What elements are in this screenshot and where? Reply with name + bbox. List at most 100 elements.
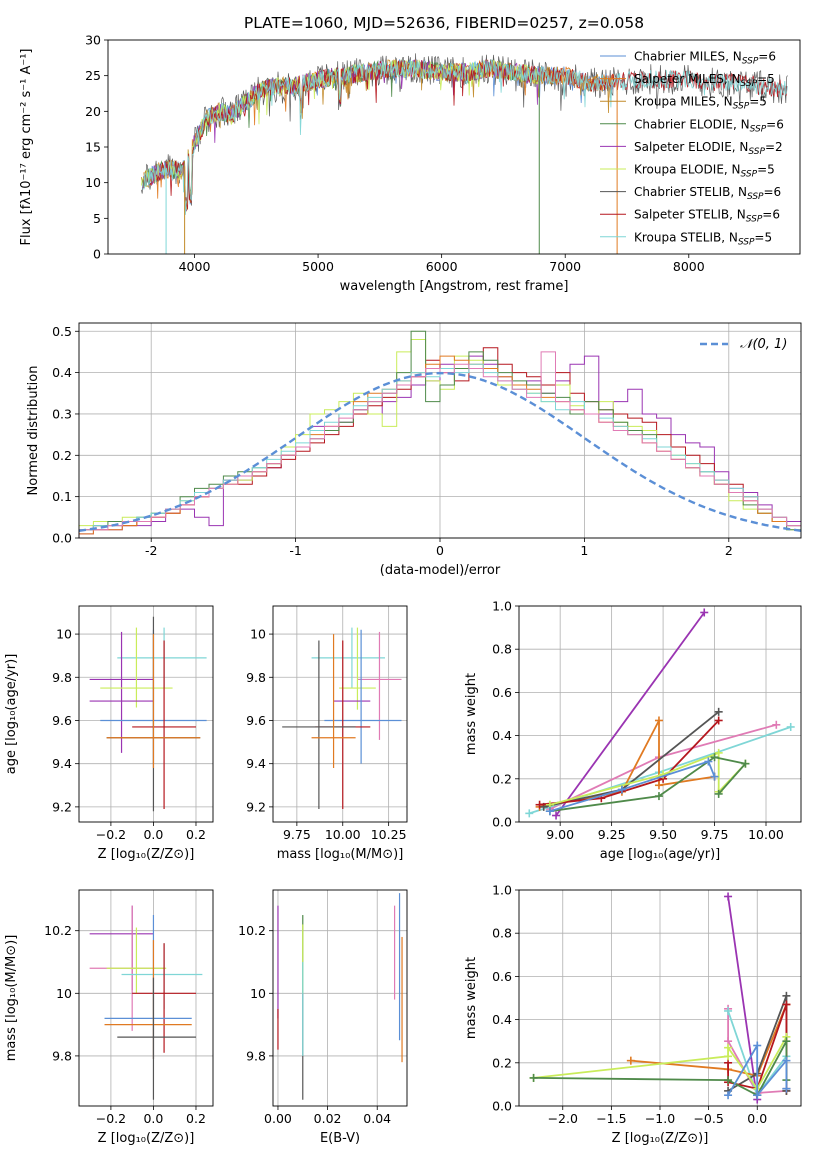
x-tick-label: 0.04 — [363, 1111, 391, 1126]
legend-label: Kroupa STELIB, NSSP=5 — [634, 230, 772, 247]
y-axis-label: Normed distribution — [26, 366, 41, 496]
chart-mass_vs_ebv: 0.00 0.02 0.04 9.8 10 10.2 E(B-V) — [238, 889, 408, 1146]
x-axis-label: mass [log₁₀(M/M⊙)] — [277, 847, 404, 862]
x-tick-label: −2.0 — [548, 1111, 578, 1126]
y-tick-label: 10 — [56, 627, 72, 642]
weight-line — [555, 611, 706, 817]
legend-label: Kroupa ELODIE, NSSP=5 — [634, 163, 775, 180]
legend-label: Salpeter STELIB, NSSP=6 — [634, 208, 780, 225]
y-tick-label: 0.2 — [492, 1055, 512, 1070]
x-axis-label: age [log₁₀(age/yr)] — [600, 847, 721, 862]
y-tick-label: 9.8 — [52, 670, 72, 685]
y-tick-label: 9.6 — [246, 713, 266, 728]
y-tick-label: 1.0 — [492, 883, 512, 898]
y-axis-label: mass weight — [464, 957, 479, 1039]
x-tick-label: -2 — [145, 543, 157, 558]
x-axis-label: wavelength [Angstrom, rest frame] — [340, 279, 569, 294]
x-axis-label: Z [log₁₀(Z/Z⊙)] — [98, 1131, 195, 1146]
chart-age_vs_Z: −0.2 0.0 0.2 9.2 9.4 9.6 9.8 10 Z [log₁₀(Z/Z⊙)] a… — [4, 605, 214, 862]
x-tick-label: −0.2 — [96, 1111, 126, 1126]
x-tick-label: 0.2 — [186, 827, 206, 842]
x-tick-label: 5000 — [302, 259, 334, 274]
y-tick-label: 0 — [93, 247, 101, 262]
y-tick-label: 0.4 — [492, 1012, 512, 1027]
x-axis-label: Z [log₁₀(Z/Z⊙)] — [98, 847, 195, 862]
legend-label: Chabrier MILES, NSSP=6 — [634, 50, 776, 67]
y-tick-label: 10 — [56, 986, 72, 1001]
y-tick-label: 9.4 — [52, 756, 72, 771]
y-tick-label: 10 — [85, 175, 101, 190]
axes-frame — [78, 605, 214, 823]
x-tick-label: 0.0 — [747, 1111, 767, 1126]
x-tick-label: 0 — [436, 543, 444, 558]
x-tick-label: 10.00 — [748, 827, 784, 842]
y-tick-label: 10 — [250, 986, 266, 1001]
y-axis-label: mass weight — [464, 673, 479, 755]
y-tick-label: 0.8 — [492, 642, 512, 657]
y-tick-label: 9.8 — [246, 1048, 266, 1063]
spectrum-line — [143, 59, 541, 212]
x-tick-label: 9.00 — [546, 827, 574, 842]
axes-frame — [272, 605, 408, 823]
x-tick-label: 9.25 — [598, 827, 626, 842]
weight-line — [549, 760, 716, 813]
y-tick-label: 9.8 — [52, 1048, 72, 1063]
y-axis-label: age [log₁₀(age/yr)] — [4, 654, 19, 775]
x-tick-label: 0.00 — [264, 1111, 292, 1126]
y-tick-label: 9.8 — [246, 670, 266, 685]
x-tick-label: 6000 — [426, 259, 458, 274]
y-tick-label: 0.3 — [52, 406, 72, 421]
legend-label: Kroupa MILES, NSSP=5 — [634, 95, 767, 112]
x-tick-label: 10.00 — [325, 827, 361, 842]
y-tick-label: 0.0 — [52, 531, 72, 546]
y-tick-label: 9.4 — [246, 756, 266, 771]
y-tick-label: 0.2 — [492, 771, 512, 786]
y-tick-label: 10 — [250, 627, 266, 642]
x-tick-label: 0.2 — [186, 1111, 206, 1126]
y-tick-label: 0.0 — [492, 815, 512, 830]
y-tick-label: 9.2 — [246, 799, 266, 814]
chart-age_vs_mass: 9.75 10.00 10.25 9.2 9.4 9.6 9.8 10 mass [log₁₀(… — [246, 605, 408, 862]
spectrum-line — [143, 59, 788, 215]
x-tick-label: −1.0 — [645, 1111, 675, 1126]
y-tick-label: 15 — [85, 140, 101, 155]
x-axis-label: (data-model)/error — [380, 563, 501, 578]
x-tick-label: 8000 — [673, 259, 705, 274]
normal-curve — [78, 371, 802, 532]
x-tick-label: 4000 — [179, 259, 211, 274]
x-tick-label: -1 — [289, 543, 301, 558]
x-tick-label: −1.5 — [596, 1111, 626, 1126]
y-tick-label: 0.6 — [492, 685, 512, 700]
y-tick-label: 9.2 — [52, 799, 72, 814]
legend-label: Chabrier STELIB, NSSP=6 — [634, 185, 781, 202]
x-tick-label: 0.0 — [143, 827, 163, 842]
chart-weight_vs_age: 9.00 9.25 9.50 9.75 10.00 0.0 0.2 0.4 0.6 0.8 1.0 a… — [464, 599, 802, 862]
x-tick-label: 2 — [725, 543, 733, 558]
legend-label: Salpeter ELODIE, NSSP=2 — [634, 140, 783, 157]
x-tick-label: −0.2 — [96, 827, 126, 842]
y-tick-label: 30 — [85, 33, 101, 48]
y-tick-label: 0.2 — [52, 448, 72, 463]
y-tick-label: 0.1 — [52, 489, 72, 504]
x-tick-label: 0.0 — [143, 1111, 163, 1126]
x-tick-label: 1 — [580, 543, 588, 558]
y-tick-label: 0.0 — [492, 1099, 512, 1114]
y-tick-label: 1.0 — [492, 599, 512, 614]
chart-weight_vs_Z: −2.0 −1.5 −1.0 −0.5 0.0 0.0 0.2 0.4 0.6 0.8 1.0 Z [… — [464, 883, 802, 1146]
histogram-step — [78, 355, 801, 538]
y-tick-label: 0.6 — [492, 969, 512, 984]
chart-title: PLATE=1060, MJD=52636, FIBERID=0257, z=0… — [244, 14, 644, 32]
y-tick-label: 0.8 — [492, 926, 512, 941]
y-tick-label: 25 — [85, 68, 101, 83]
weight-line — [539, 719, 720, 806]
y-tick-label: 5 — [93, 211, 101, 226]
x-tick-label: 10.25 — [371, 827, 407, 842]
x-axis-label: Z [log₁₀(Z/Z⊙)] — [612, 1131, 709, 1146]
y-tick-label: 9.6 — [52, 713, 72, 728]
weight-line — [727, 896, 759, 1100]
x-tick-label: 9.75 — [283, 827, 311, 842]
legend-label: Salpeter MILES, NSSP=5 — [634, 72, 775, 89]
chart-residuals: -2 -1 0 1 2 0.0 0.1 0.2 0.3 0.4 0.5 (data-model)/er… — [26, 322, 802, 578]
chart-spectrum: 4000 5000 6000 7000 8000 0 5 10 15 20 25 30 waveleng… — [19, 14, 801, 294]
